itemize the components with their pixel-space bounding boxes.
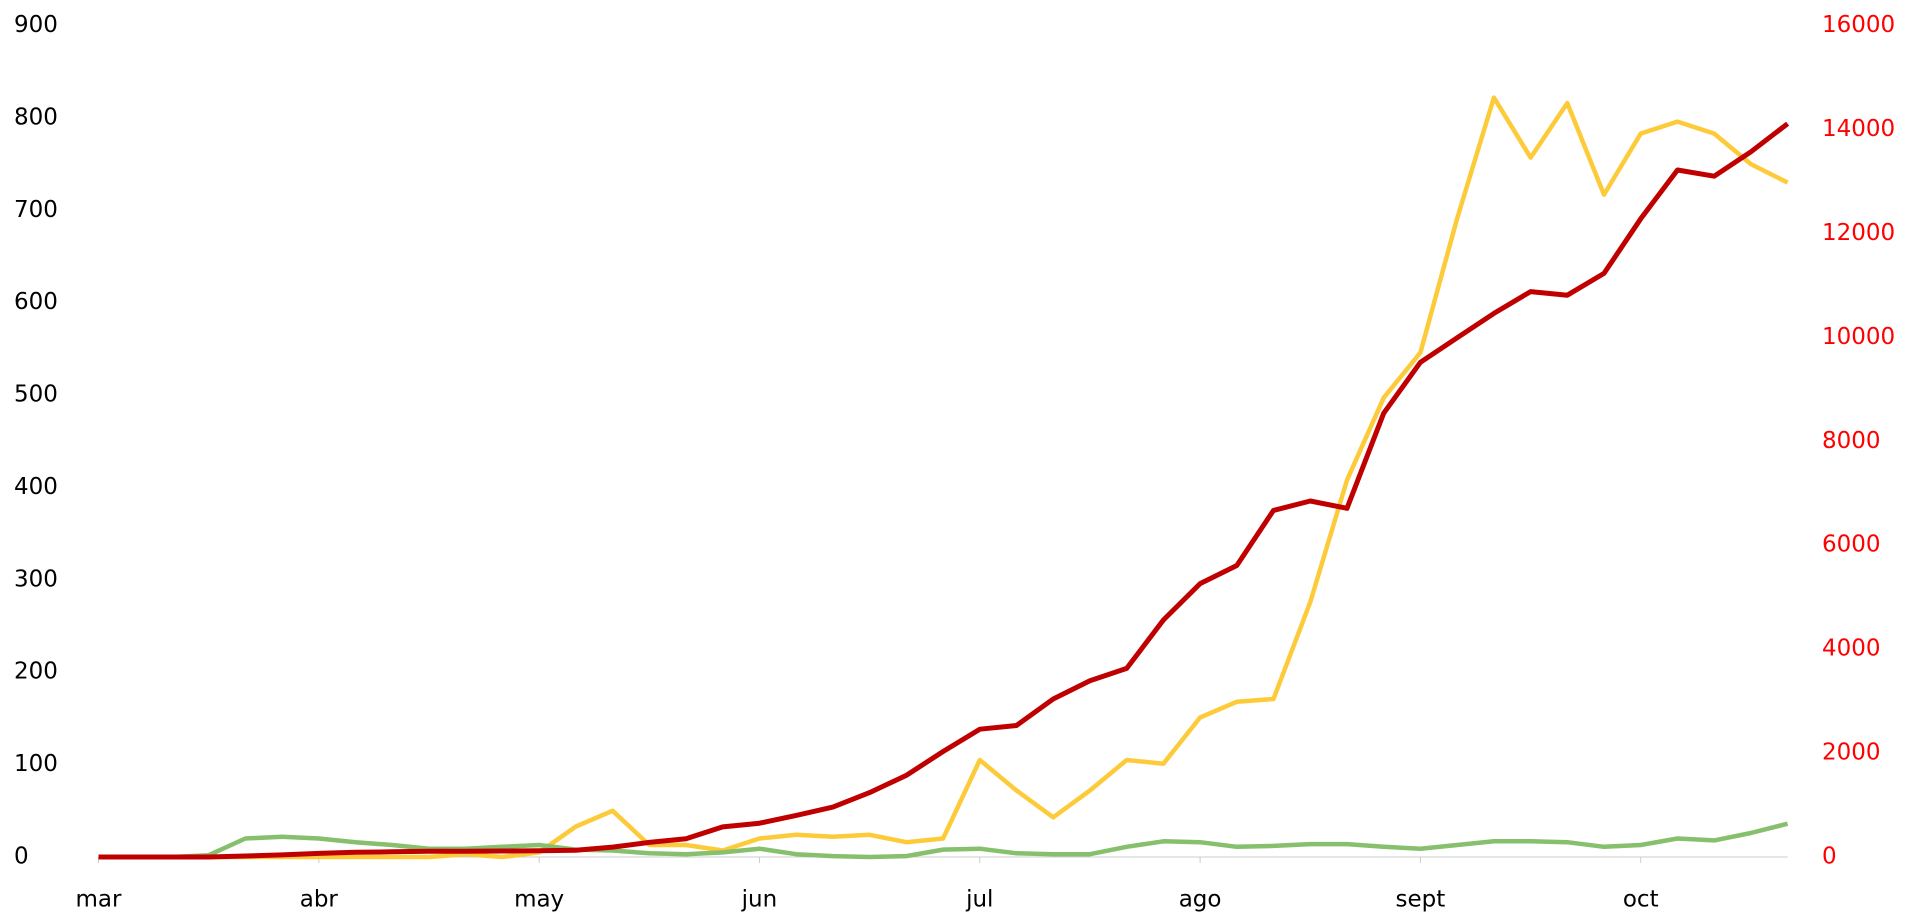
y-tick-label: 600 bbox=[14, 289, 58, 315]
y-tick-label: 400 bbox=[14, 474, 58, 500]
y-tick-label: 300 bbox=[14, 566, 58, 592]
y2-tick-label: 16000 bbox=[1822, 12, 1895, 38]
series-line bbox=[98, 121, 1790, 860]
y-tick-label: 100 bbox=[14, 751, 58, 777]
y-tick-label: 0 bbox=[14, 844, 29, 870]
x-tick-label: may bbox=[514, 887, 564, 913]
y2-tick-label: 0 bbox=[1822, 844, 1837, 870]
x-tick-label: abr bbox=[300, 887, 339, 913]
y2-tick-label: 6000 bbox=[1822, 532, 1881, 558]
series-line bbox=[98, 821, 1789, 860]
y-tick-label: 500 bbox=[14, 382, 58, 408]
x-tick-label: ago bbox=[1179, 887, 1222, 913]
y2-tick-label: 2000 bbox=[1822, 740, 1881, 766]
y2-tick-label: 14000 bbox=[1822, 116, 1895, 142]
y2-tick-label: 12000 bbox=[1822, 220, 1895, 246]
y2-tick-label: 10000 bbox=[1822, 324, 1895, 350]
x-tick-label: jul bbox=[965, 887, 993, 913]
x-tick-label: oct bbox=[1623, 887, 1659, 913]
series-line bbox=[98, 95, 1789, 860]
y-tick-label: 200 bbox=[14, 659, 58, 685]
x-tick-label: sept bbox=[1396, 887, 1446, 913]
x-tick-label: mar bbox=[76, 887, 122, 913]
x-tick-label: jun bbox=[741, 887, 778, 913]
y2-tick-label: 8000 bbox=[1822, 428, 1881, 454]
y2-tick-label: 4000 bbox=[1822, 636, 1881, 662]
y-tick-label: 800 bbox=[14, 104, 58, 130]
y-tick-label: 900 bbox=[14, 12, 58, 38]
y-tick-label: 700 bbox=[14, 197, 58, 223]
